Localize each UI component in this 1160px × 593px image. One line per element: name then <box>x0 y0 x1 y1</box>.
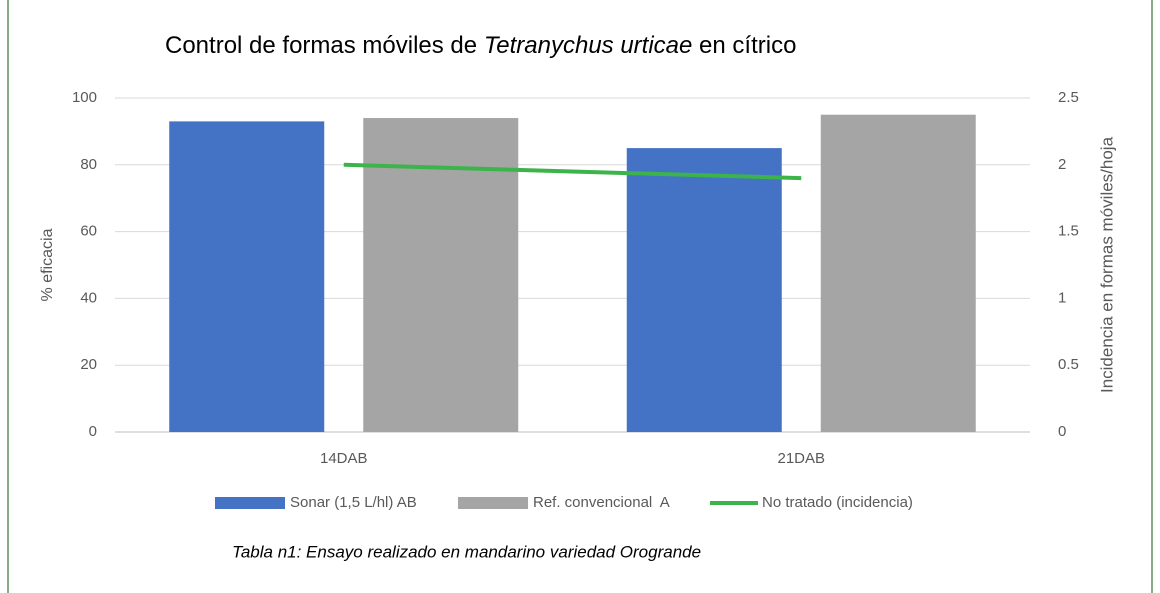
y2-tick-label: 0 <box>1058 423 1066 440</box>
y-tick-label: 40 <box>80 289 97 306</box>
title-part: Tetranychus urticae <box>484 32 693 59</box>
y2-tick-label: 1.5 <box>1058 223 1079 240</box>
y-tick-label: 0 <box>89 423 97 440</box>
caption: Tabla n1: Ensayo realizado en mandarino … <box>232 542 701 561</box>
x-tick-label: 14DAB <box>320 450 368 467</box>
y-tick-label: 20 <box>80 356 97 373</box>
legend-swatch <box>215 497 285 509</box>
bar <box>626 148 782 432</box>
legend-swatch <box>458 497 528 509</box>
legend-label: Sonar (1,5 L/hl) AB <box>290 494 417 511</box>
y2-tick-label: 1 <box>1058 289 1066 306</box>
x-tick-label: 21DAB <box>777 450 825 467</box>
legend-label: Ref. convencional A <box>533 494 670 511</box>
y-tick-label: 100 <box>72 89 97 106</box>
y2-axis-label: Incidencia en formas móviles/hoja <box>1097 136 1116 393</box>
title-part: en cítrico <box>699 32 796 59</box>
y-tick-label: 80 <box>80 156 97 173</box>
y2-tick-label: 2 <box>1058 156 1066 173</box>
bar <box>820 114 976 432</box>
y2-tick-label: 2.5 <box>1058 89 1079 106</box>
y-axis-label: % eficacia <box>39 228 56 301</box>
y-tick-label: 60 <box>80 223 97 240</box>
bar <box>169 121 325 432</box>
frame <box>7 0 1153 593</box>
chart-title: Control de formas móviles de Tetranychus… <box>165 32 796 59</box>
line <box>343 162 802 181</box>
title-part: Control de formas móviles de <box>165 32 477 59</box>
legend-label: No tratado (incidencia) <box>762 494 913 511</box>
y2-tick-label: 0.5 <box>1058 356 1079 373</box>
